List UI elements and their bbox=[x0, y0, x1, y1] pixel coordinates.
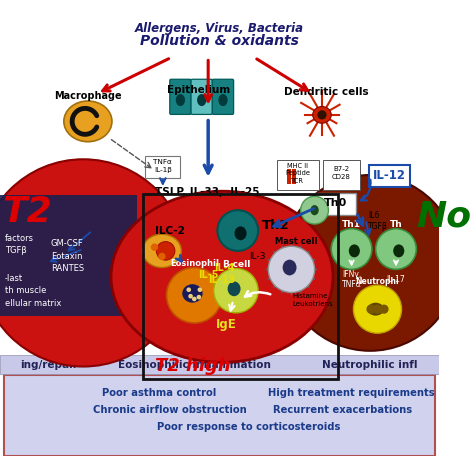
Text: No: No bbox=[416, 200, 472, 234]
Text: IL-5: IL-5 bbox=[198, 270, 219, 280]
Circle shape bbox=[354, 285, 401, 333]
FancyBboxPatch shape bbox=[4, 375, 435, 456]
FancyBboxPatch shape bbox=[170, 79, 191, 114]
Text: Chronic airflow obstruction: Chronic airflow obstruction bbox=[92, 405, 246, 415]
FancyBboxPatch shape bbox=[369, 165, 410, 187]
Text: GM-CSF
Eotaxin
RANTES: GM-CSF Eotaxin RANTES bbox=[51, 239, 84, 273]
Ellipse shape bbox=[182, 284, 202, 303]
Circle shape bbox=[282, 175, 458, 351]
Text: Th1: Th1 bbox=[342, 220, 361, 229]
Text: B-cell: B-cell bbox=[222, 260, 250, 269]
Ellipse shape bbox=[111, 191, 333, 362]
Text: IFNγ,
TNFα: IFNγ, TNFα bbox=[342, 270, 362, 289]
Text: Poor response to corticosteroids: Poor response to corticosteroids bbox=[157, 422, 341, 432]
Circle shape bbox=[268, 246, 315, 292]
FancyBboxPatch shape bbox=[323, 160, 360, 190]
Circle shape bbox=[158, 253, 165, 260]
Text: ILC-2: ILC-2 bbox=[155, 226, 184, 236]
Text: IL6
TGFβ: IL6 TGFβ bbox=[368, 211, 388, 231]
Ellipse shape bbox=[143, 234, 182, 267]
Circle shape bbox=[301, 196, 328, 224]
Text: IL-4: IL-4 bbox=[215, 263, 235, 273]
Text: IL-17: IL-17 bbox=[387, 275, 405, 284]
Circle shape bbox=[379, 304, 389, 314]
Bar bbox=[144, 193, 337, 379]
Text: Neutrophi: Neutrophi bbox=[356, 277, 399, 286]
Text: Macrophage: Macrophage bbox=[54, 91, 122, 101]
Text: Epithelium: Epithelium bbox=[167, 85, 230, 95]
Circle shape bbox=[218, 210, 258, 251]
Text: IgE: IgE bbox=[216, 319, 237, 331]
Circle shape bbox=[197, 295, 201, 300]
Text: Th: Th bbox=[390, 220, 402, 229]
Text: ing/repair: ing/repair bbox=[20, 360, 78, 370]
Text: -last
th muscle
ellular matrix: -last th muscle ellular matrix bbox=[5, 273, 61, 308]
Bar bbox=[287, 170, 291, 184]
Text: IL-12: IL-12 bbox=[373, 169, 406, 182]
Circle shape bbox=[188, 294, 193, 299]
Text: Eosinophilic inflammation: Eosinophilic inflammation bbox=[118, 360, 271, 370]
Ellipse shape bbox=[349, 245, 360, 257]
Circle shape bbox=[373, 304, 382, 314]
Text: T2: T2 bbox=[2, 195, 52, 229]
Text: B7-2
CD28: B7-2 CD28 bbox=[332, 166, 351, 180]
Text: Dendritic cells: Dendritic cells bbox=[284, 87, 369, 97]
Text: factors
TGFβ: factors TGFβ bbox=[5, 234, 34, 255]
Ellipse shape bbox=[64, 101, 112, 142]
Text: IL-13: IL-13 bbox=[209, 275, 236, 285]
Circle shape bbox=[151, 244, 158, 251]
Ellipse shape bbox=[235, 227, 246, 240]
Text: MHC II
Peptide
TCR: MHC II Peptide TCR bbox=[285, 163, 310, 183]
Text: Allergens, Virus, Bacteria: Allergens, Virus, Bacteria bbox=[135, 22, 304, 36]
Text: Th2: Th2 bbox=[262, 219, 290, 232]
Bar bbox=[0, 195, 137, 316]
Ellipse shape bbox=[367, 303, 384, 316]
Text: Pollution & oxidants: Pollution & oxidants bbox=[140, 35, 299, 48]
Bar bbox=[0, 356, 438, 374]
Text: Recurrent exacerbations: Recurrent exacerbations bbox=[273, 405, 412, 415]
Text: Histamine
Leukotriens: Histamine Leukotriens bbox=[292, 293, 333, 307]
Ellipse shape bbox=[393, 245, 404, 257]
Text: Eosinophil: Eosinophil bbox=[170, 259, 219, 268]
Circle shape bbox=[331, 228, 372, 269]
Text: Mast cell: Mast cell bbox=[275, 237, 317, 246]
Ellipse shape bbox=[283, 260, 297, 275]
FancyBboxPatch shape bbox=[145, 155, 181, 178]
Text: Poor asthma control: Poor asthma control bbox=[102, 388, 216, 398]
Circle shape bbox=[186, 287, 191, 292]
Bar bbox=[292, 170, 296, 184]
Text: Neutrophilic infl: Neutrophilic infl bbox=[322, 360, 418, 370]
Ellipse shape bbox=[176, 94, 185, 106]
Circle shape bbox=[214, 268, 258, 313]
Circle shape bbox=[375, 228, 416, 269]
Circle shape bbox=[0, 159, 187, 366]
Ellipse shape bbox=[228, 282, 240, 296]
FancyBboxPatch shape bbox=[191, 79, 212, 114]
Text: IL-3: IL-3 bbox=[249, 252, 265, 261]
Ellipse shape bbox=[317, 110, 327, 119]
FancyBboxPatch shape bbox=[316, 192, 356, 215]
Circle shape bbox=[192, 297, 197, 301]
Ellipse shape bbox=[197, 94, 206, 106]
Circle shape bbox=[166, 267, 222, 323]
Text: T2 high: T2 high bbox=[155, 356, 231, 374]
Circle shape bbox=[156, 242, 175, 260]
Circle shape bbox=[366, 304, 375, 314]
Ellipse shape bbox=[310, 205, 319, 215]
Ellipse shape bbox=[313, 107, 331, 123]
FancyBboxPatch shape bbox=[277, 160, 319, 190]
Ellipse shape bbox=[219, 94, 228, 106]
Circle shape bbox=[198, 287, 202, 292]
Text: TSLP, IL-33,  IL-25: TSLP, IL-33, IL-25 bbox=[155, 187, 260, 197]
Text: Th0: Th0 bbox=[324, 198, 347, 208]
Text: High treatment requirements: High treatment requirements bbox=[268, 388, 435, 398]
FancyBboxPatch shape bbox=[212, 79, 234, 114]
Text: TNFα
IL-1β: TNFα IL-1β bbox=[154, 159, 172, 173]
